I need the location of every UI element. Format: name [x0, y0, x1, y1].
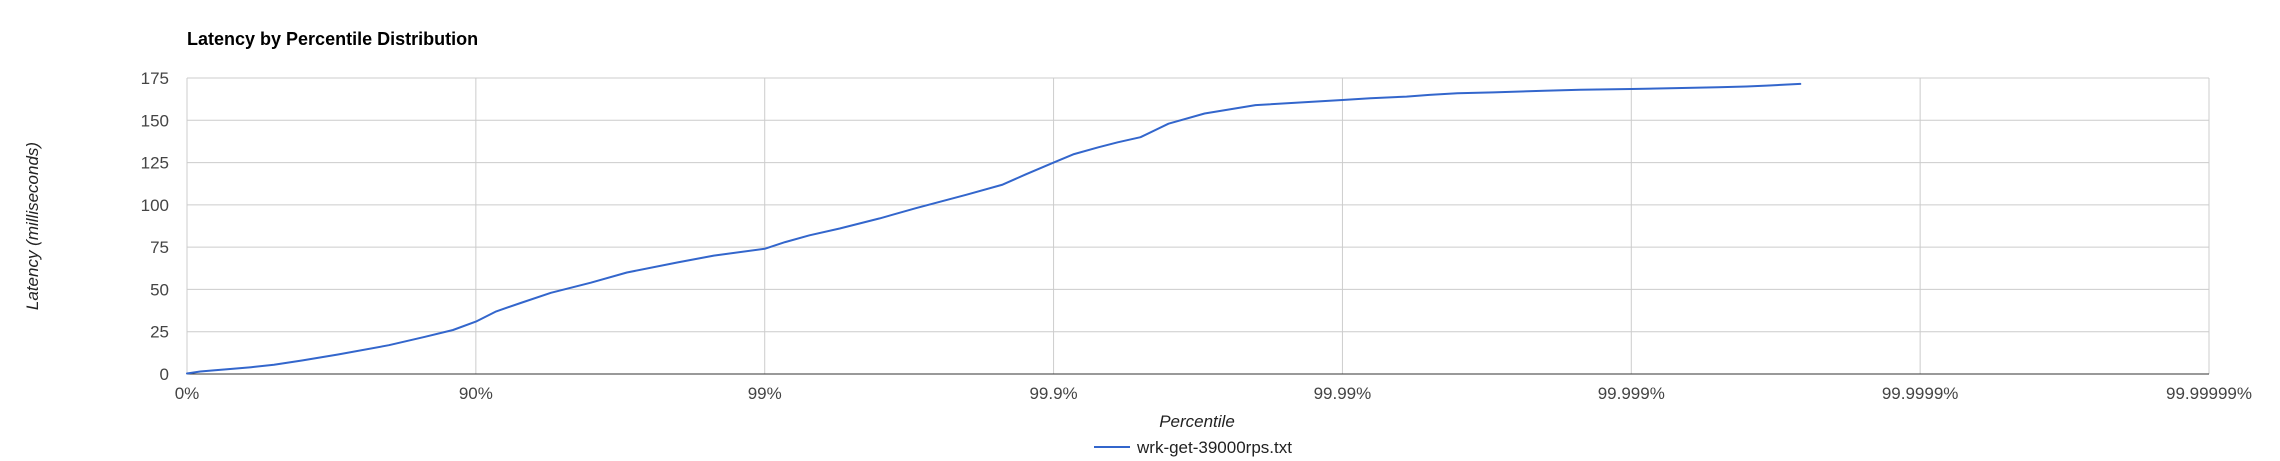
y-tick-label: 125 — [141, 154, 169, 173]
y-tick-label: 50 — [150, 280, 169, 299]
y-tick-label: 75 — [150, 238, 169, 257]
x-tick-label: 99.9% — [1029, 384, 1077, 403]
x-axis-tick-labels: 0% 90% 99% 99.9% 99.99% 99.999% 99.9999% 99.999… — [175, 384, 2252, 403]
chart-title: Latency by Percentile Distribution — [187, 29, 478, 49]
gridlines — [186, 77, 2210, 374]
legend: wrk-get-39000rps.txt — [1094, 438, 1292, 457]
legend-label: wrk-get-39000rps.txt — [1136, 438, 1292, 457]
x-axis-title: Percentile — [1159, 412, 1235, 431]
x-tick-label: 99.999% — [1598, 384, 1665, 403]
x-tick-label: 99.99% — [1314, 384, 1372, 403]
x-tick-label: 99.9999% — [1882, 384, 1959, 403]
x-tick-label: 0% — [175, 384, 200, 403]
x-tick-label: 99.99999% — [2166, 384, 2252, 403]
y-tick-label: 100 — [141, 196, 169, 215]
y-tick-label: 175 — [141, 69, 169, 88]
y-tick-label: 25 — [150, 323, 169, 342]
y-tick-label: 0 — [160, 365, 169, 384]
y-tick-label: 150 — [141, 111, 169, 130]
x-tick-label: 90% — [459, 384, 493, 403]
series-line — [186, 82, 1802, 375]
y-axis-title: Latency (milliseconds) — [23, 142, 42, 310]
y-axis-tick-labels: 0 25 50 75 100 125 150 175 — [141, 69, 169, 384]
x-tick-label: 99% — [748, 384, 782, 403]
series-layer — [186, 82, 1802, 375]
